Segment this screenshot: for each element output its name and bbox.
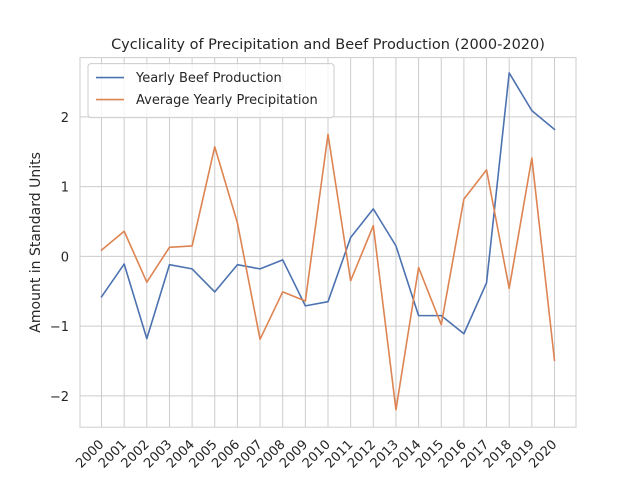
y-axis-label: Amount in Standard Units bbox=[28, 152, 44, 333]
series-line-2 bbox=[100, 133, 556, 411]
legend-label: Average Yearly Precipitation bbox=[136, 93, 318, 108]
grid bbox=[80, 57, 576, 428]
legend-label: Yearly Beef Production bbox=[135, 71, 282, 86]
plot-frame bbox=[79, 57, 577, 428]
series-lines bbox=[100, 72, 556, 411]
series-line-1 bbox=[100, 72, 556, 340]
y-tick-label: 2 bbox=[61, 111, 69, 126]
y-tick-label: −2 bbox=[50, 390, 69, 405]
legend: Yearly Beef Production Average Yearly Pre… bbox=[87, 63, 335, 119]
legend-box bbox=[87, 63, 335, 119]
y-tick-label: 1 bbox=[61, 181, 69, 196]
y-tick-label: −1 bbox=[50, 320, 69, 335]
y-tick-label: 0 bbox=[61, 250, 69, 265]
chart-title: Cyclicality of Precipitation and Beef Pr… bbox=[111, 37, 545, 53]
